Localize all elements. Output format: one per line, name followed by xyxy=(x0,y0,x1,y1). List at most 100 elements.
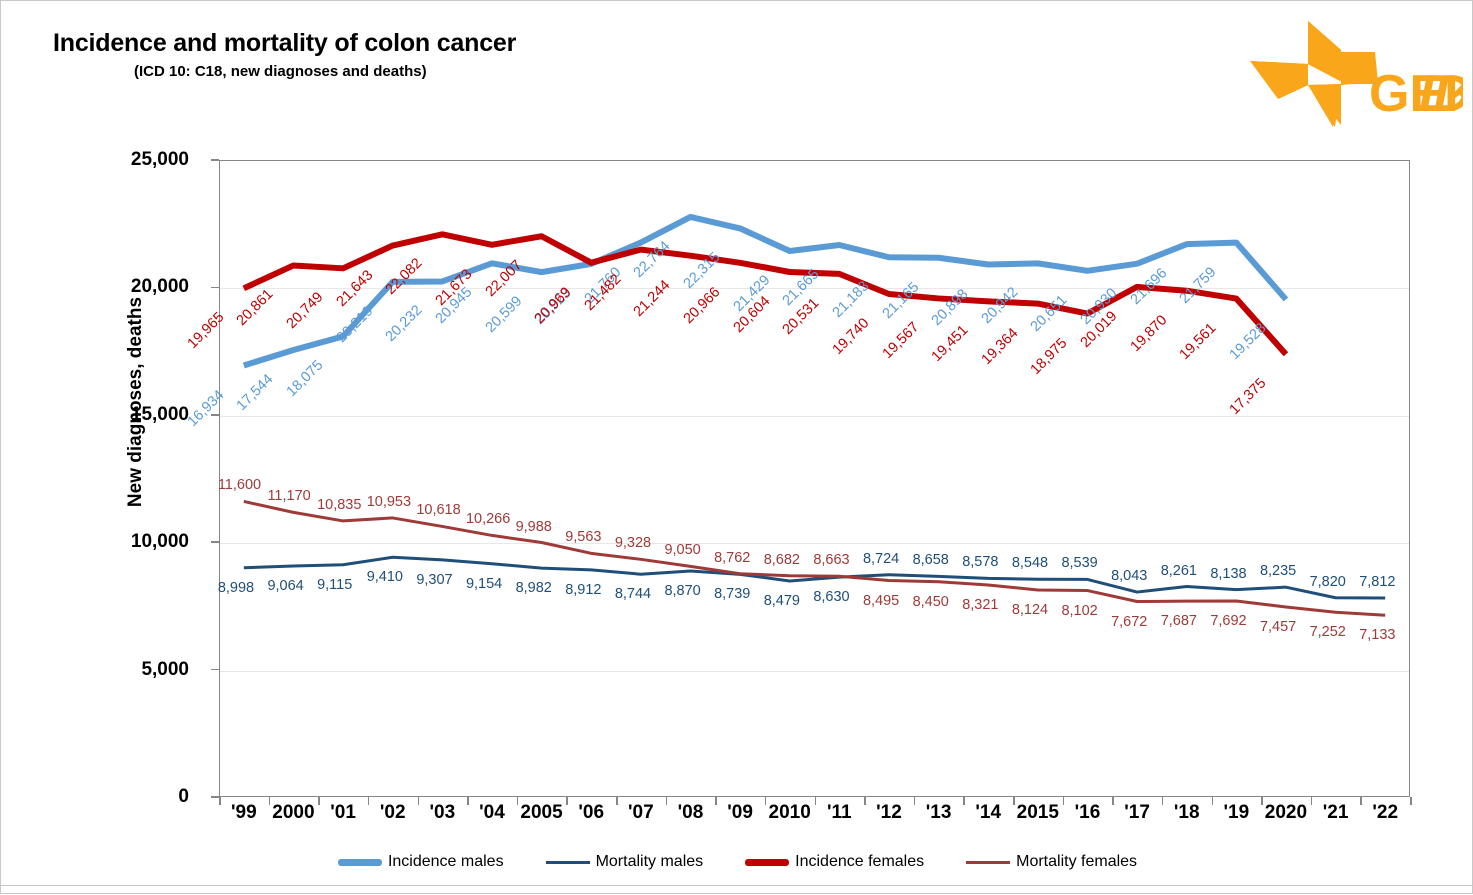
data-label: 8,138 xyxy=(1210,565,1247,582)
x-tick-mark xyxy=(1161,797,1164,805)
data-label: 8,495 xyxy=(862,592,900,609)
data-label: 10,618 xyxy=(416,502,461,519)
data-label: 8,548 xyxy=(1011,555,1049,572)
x-tick-label: '12 xyxy=(876,802,902,823)
legend-swatch xyxy=(337,858,382,866)
y-tick-label: 25,000 xyxy=(130,149,189,170)
x-tick-mark xyxy=(1310,797,1313,805)
data-label: 8,739 xyxy=(714,586,751,603)
data-label: 8,658 xyxy=(912,552,949,569)
data-label: 9,410 xyxy=(366,569,403,586)
data-label: 8,539 xyxy=(1061,555,1098,572)
data-label: 7,252 xyxy=(1309,624,1346,641)
y-tick-mark xyxy=(211,159,219,161)
legend-swatch xyxy=(745,858,790,866)
page-subtitle: (ICD 10: C18, new diagnoses and deaths) xyxy=(134,63,427,80)
x-tick-mark xyxy=(616,797,618,805)
data-label: 10,835 xyxy=(317,496,362,513)
x-tick-mark xyxy=(1211,797,1213,805)
data-label: 8,043 xyxy=(1111,568,1148,585)
x-tick-label: '11 xyxy=(827,802,852,823)
legend-label: Incidence males xyxy=(387,853,504,870)
x-tick-label: '01 xyxy=(330,802,356,823)
x-tick-mark xyxy=(913,797,916,805)
x-tick-label: 2015 xyxy=(1016,802,1059,823)
x-tick-label: '16 xyxy=(1074,802,1101,823)
data-label: 7,692 xyxy=(1210,613,1247,629)
footer-divider xyxy=(1,885,1473,886)
data-label: 9,050 xyxy=(664,542,701,559)
gridline xyxy=(220,543,1409,545)
x-tick-mark xyxy=(1410,797,1412,805)
data-label: 10,266 xyxy=(465,511,511,528)
x-tick-mark xyxy=(566,797,568,805)
data-label: 8,682 xyxy=(763,551,800,568)
x-tick-label: '07 xyxy=(627,802,654,823)
x-tick-label: 2000 xyxy=(272,802,315,823)
x-tick-mark xyxy=(417,797,419,805)
x-tick-mark xyxy=(1062,797,1065,805)
data-label: 8,630 xyxy=(813,589,850,606)
x-tick-label: '22 xyxy=(1372,802,1399,823)
data-label: 8,102 xyxy=(1061,602,1098,619)
legend-swatch xyxy=(545,860,590,864)
data-label: 7,820 xyxy=(1309,573,1346,590)
data-label: 8,578 xyxy=(962,554,999,571)
x-tick-label: '99 xyxy=(230,802,257,823)
data-label: 8,998 xyxy=(217,579,255,596)
x-tick-mark xyxy=(318,797,320,805)
legend-item-mortality-males[interactable]: Mortality males xyxy=(545,853,703,871)
x-tick-label: '14 xyxy=(975,802,1002,823)
x-tick-mark xyxy=(219,797,221,805)
data-label: 11,170 xyxy=(267,488,311,505)
x-tick-label: '19 xyxy=(1223,802,1250,823)
gekid-logo: GEK ID xyxy=(1223,9,1463,127)
data-label: 7,812 xyxy=(1359,573,1396,590)
data-label: 8,762 xyxy=(714,549,751,566)
x-tick-label: '06 xyxy=(578,802,605,823)
legend-item-incidence-females[interactable]: Incidence females xyxy=(745,853,924,871)
legend-item-mortality-females[interactable]: Mortality females xyxy=(966,853,1137,871)
x-tick-label: '09 xyxy=(727,802,753,823)
y-tick-label: 15,000 xyxy=(130,403,189,425)
x-tick-label: '17 xyxy=(1124,802,1150,823)
logo-text-gek: GEK xyxy=(1369,65,1463,123)
data-label: 7,457 xyxy=(1259,618,1297,635)
data-label: 8,870 xyxy=(664,582,701,599)
x-tick-mark xyxy=(963,797,965,805)
data-label: 8,450 xyxy=(912,593,949,610)
x-tick-label: 2005 xyxy=(520,802,563,823)
x-tick-mark xyxy=(764,797,767,805)
data-label: 9,307 xyxy=(416,571,453,588)
data-label: 9,563 xyxy=(565,529,602,546)
legend-label: Incidence females xyxy=(795,853,925,870)
y-tick-label: 10,000 xyxy=(130,531,189,553)
data-label: 8,744 xyxy=(614,586,652,603)
y-tick-mark xyxy=(211,414,219,416)
x-tick-label: '18 xyxy=(1173,802,1200,823)
data-label: 9,154 xyxy=(465,575,503,592)
data-label: 8,912 xyxy=(565,581,602,598)
gridline xyxy=(220,670,1409,672)
x-tick-label: '08 xyxy=(677,802,704,823)
data-label: 7,133 xyxy=(1359,627,1396,644)
data-label: 8,124 xyxy=(1011,602,1049,618)
y-tick-mark xyxy=(211,796,219,798)
y-tick-label: 5,000 xyxy=(141,658,189,680)
data-label: 10,953 xyxy=(366,493,412,510)
y-tick-label: 20,000 xyxy=(130,276,189,298)
data-label: 9,115 xyxy=(317,576,353,593)
x-tick-label: '13 xyxy=(925,802,952,823)
page-title: Incidence and mortality of colon cancer xyxy=(53,29,517,57)
data-label: 8,235 xyxy=(1259,563,1297,580)
legend-item-incidence-males[interactable]: Incidence males xyxy=(337,853,504,871)
data-label: 7,672 xyxy=(1111,613,1148,630)
data-label: 9,064 xyxy=(267,578,304,595)
x-tick-mark xyxy=(268,797,271,805)
x-tick-mark xyxy=(1112,797,1114,805)
x-tick-mark xyxy=(1360,797,1362,805)
y-tick-mark xyxy=(211,541,219,543)
gridline xyxy=(220,415,1409,417)
logo-text-id: ID xyxy=(1419,65,1463,123)
pinwheel-star-icon: GEK ID xyxy=(1250,21,1463,127)
